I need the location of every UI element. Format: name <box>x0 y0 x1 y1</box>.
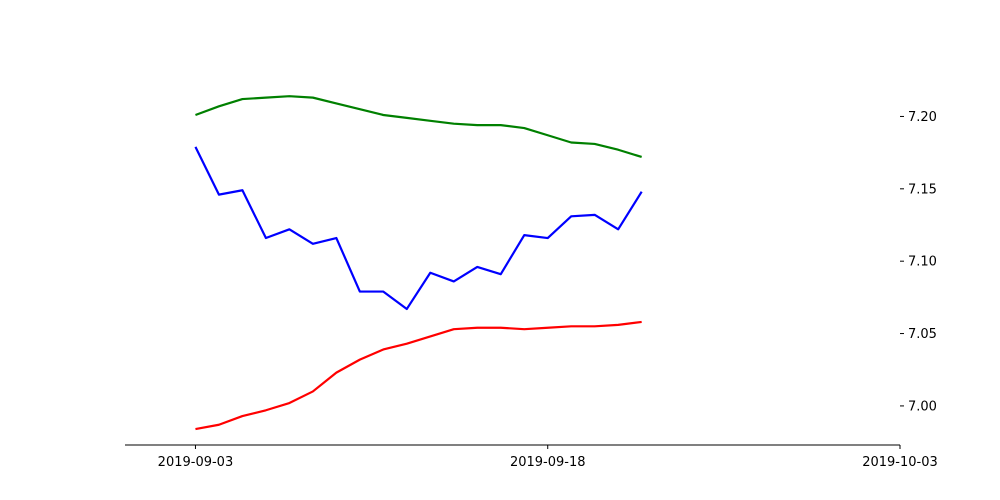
y-tick-label: 7.20 <box>908 110 937 125</box>
x-tick-label: 2019-09-03 <box>158 455 234 470</box>
series-line-3 <box>195 320 642 431</box>
x-tick-label: 2019-10-03 <box>862 455 938 470</box>
y-tick-label: 7.15 <box>908 182 937 197</box>
y-tick-label: 7.00 <box>908 399 937 414</box>
series-line-2 <box>194 146 643 311</box>
series-layer <box>194 95 643 431</box>
x-tick-label: 2019-09-18 <box>510 455 586 470</box>
series-line-1 <box>195 95 642 159</box>
y-tick-label: 7.05 <box>908 327 937 342</box>
y-tick-label: 7.10 <box>908 255 937 270</box>
axes-layer: 2019-09-03 2019-09-18 2019-10-03 7.00 7.05 7.… <box>125 110 938 470</box>
